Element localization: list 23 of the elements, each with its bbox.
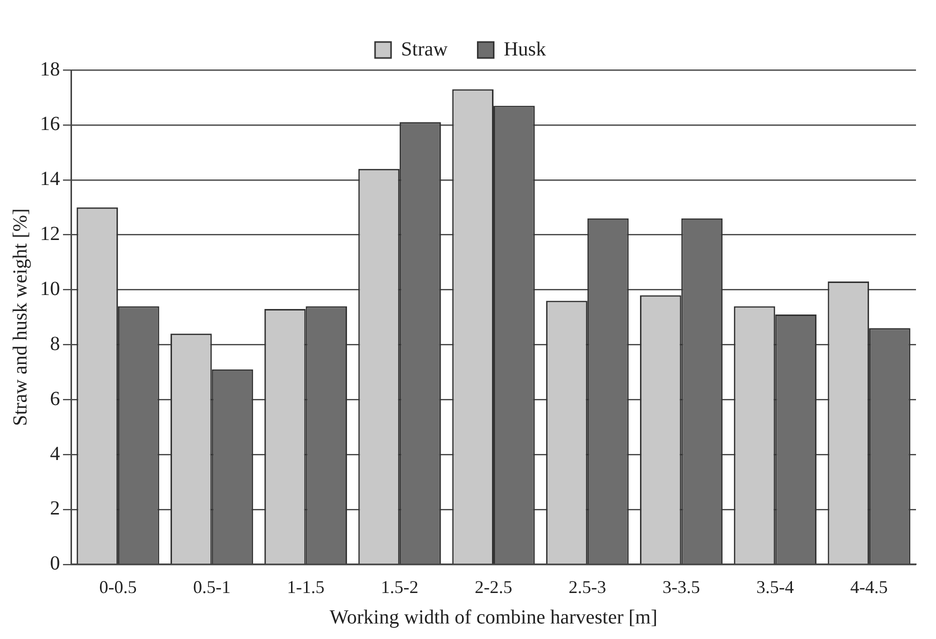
- x-axis-title: Working width of combine harvester [m]: [330, 606, 658, 628]
- x-tick-label: 0-0.5: [99, 576, 137, 597]
- y-axis-title: Straw and husk weight [%]: [9, 208, 32, 426]
- y-tick-label: 18: [40, 58, 60, 80]
- legend-label: Straw: [401, 38, 448, 60]
- x-tick-label: 0.5-1: [193, 576, 231, 597]
- y-tick-label: 0: [50, 552, 60, 575]
- x-tick-label: 4-4.5: [850, 576, 888, 597]
- y-tick-label: 4: [50, 442, 60, 465]
- x-tick-label: 1.5-2: [380, 576, 418, 597]
- y-tick-label: 12: [40, 223, 60, 246]
- x-tick-label: 2.5-3: [568, 576, 606, 597]
- y-tick-label: 2: [50, 498, 60, 520]
- y-tick-label: 10: [40, 278, 60, 300]
- x-tick-label: 3-3.5: [662, 576, 700, 597]
- x-tick-label: 3.5-4: [756, 576, 794, 597]
- y-tick-label: 14: [40, 168, 60, 190]
- y-tick-label: 8: [50, 332, 60, 355]
- x-tick-label: 1-1.5: [286, 576, 324, 597]
- y-tick-label: 6: [50, 388, 60, 410]
- x-tick-label: 2-2.5: [474, 576, 512, 597]
- y-tick-label: 16: [40, 113, 60, 136]
- legend-label: Husk: [504, 38, 546, 60]
